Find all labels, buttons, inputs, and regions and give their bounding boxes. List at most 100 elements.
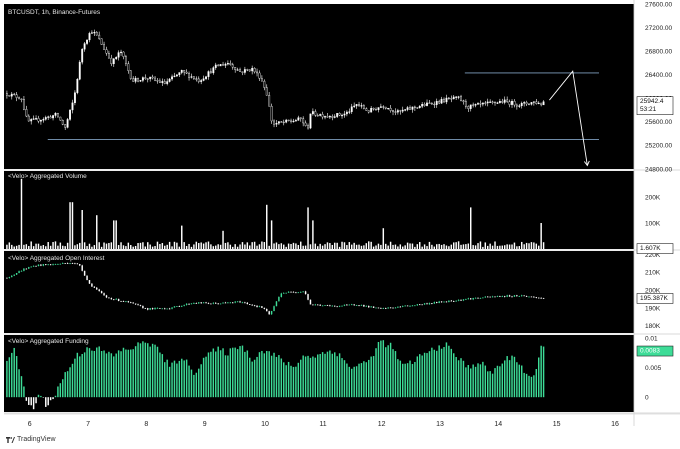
funding-bar bbox=[108, 351, 110, 398]
oi-candle bbox=[42, 264, 45, 266]
funding-bar bbox=[411, 363, 414, 398]
funding-bar bbox=[35, 397, 37, 404]
price-candle bbox=[98, 34, 101, 39]
volume-bar bbox=[137, 243, 139, 249]
price-candle bbox=[535, 101, 538, 104]
volume-bar bbox=[47, 242, 49, 249]
funding-bar bbox=[142, 341, 144, 398]
volume-bar bbox=[222, 230, 224, 249]
oi-candle bbox=[195, 303, 198, 304]
price-candle bbox=[171, 76, 173, 80]
oi-candle bbox=[520, 295, 523, 297]
price-candle bbox=[481, 102, 484, 105]
funding-bar bbox=[15, 356, 18, 398]
funding-bar bbox=[54, 395, 57, 398]
funding-bar bbox=[321, 352, 324, 398]
funding-bar bbox=[542, 346, 545, 398]
oi-candle bbox=[263, 307, 266, 309]
price-last-badge-text: 25942.4 bbox=[640, 98, 664, 105]
volume-bar bbox=[341, 241, 343, 249]
volume-y-tick: 100K bbox=[645, 220, 661, 227]
oi-candle bbox=[117, 298, 120, 301]
price-candle bbox=[525, 102, 528, 105]
right-axis-area bbox=[634, 0, 680, 430]
volume-bar bbox=[156, 241, 159, 249]
price-candle bbox=[229, 63, 232, 65]
volume-bar bbox=[387, 245, 389, 249]
volume-bar bbox=[346, 245, 348, 249]
price-candle bbox=[103, 44, 105, 50]
funding-bar bbox=[229, 348, 232, 398]
volume-bar bbox=[253, 241, 256, 249]
tradingview-logo[interactable]: TradingView bbox=[6, 436, 56, 443]
volume-bar bbox=[290, 244, 292, 249]
funding-bar bbox=[100, 351, 103, 398]
oi-candle bbox=[542, 298, 545, 299]
oi-candle bbox=[513, 295, 516, 297]
funding-bar bbox=[69, 367, 71, 398]
oi-candle bbox=[35, 265, 37, 267]
oi-candle bbox=[232, 302, 234, 304]
funding-bar bbox=[13, 347, 15, 398]
oi-candle bbox=[18, 271, 20, 273]
funding-bar bbox=[326, 351, 329, 398]
volume-bar bbox=[69, 202, 71, 249]
oi-candle bbox=[474, 297, 477, 299]
funding-bar bbox=[205, 356, 207, 398]
price-candle bbox=[486, 101, 489, 104]
price-candle bbox=[66, 119, 69, 128]
price-candle bbox=[270, 106, 273, 122]
price-candle bbox=[474, 104, 477, 106]
volume-bar bbox=[375, 245, 377, 249]
volume-bar bbox=[52, 242, 54, 249]
volume-bar bbox=[314, 243, 317, 249]
price-candle bbox=[367, 110, 370, 113]
price-candle bbox=[530, 102, 533, 105]
funding-bar bbox=[404, 363, 406, 398]
oi-candle bbox=[530, 296, 533, 298]
price-y-tick: 24800.00 bbox=[645, 166, 672, 173]
funding-bar bbox=[52, 397, 54, 400]
volume-bar bbox=[297, 245, 300, 249]
oi-candle bbox=[453, 301, 455, 302]
funding-bar bbox=[533, 375, 535, 398]
funding-y-tick: 0.005 bbox=[645, 365, 662, 372]
funding-bar bbox=[25, 397, 28, 401]
funding-bar bbox=[445, 342, 448, 398]
funding-bar bbox=[49, 397, 52, 401]
price-y-tick: 26800.00 bbox=[645, 48, 672, 55]
funding-bar bbox=[472, 364, 474, 398]
funding-bar bbox=[474, 366, 477, 398]
funding-bar bbox=[244, 351, 246, 398]
oi-candle bbox=[535, 297, 538, 298]
funding-bar bbox=[222, 348, 224, 398]
volume-bar bbox=[523, 244, 525, 249]
oi-candle bbox=[537, 297, 540, 299]
funding-bar bbox=[436, 350, 438, 398]
price-candle bbox=[122, 51, 125, 57]
volume-bar bbox=[470, 207, 472, 249]
price-candle bbox=[443, 98, 445, 103]
funding-bar bbox=[392, 349, 394, 398]
funding-bar bbox=[518, 364, 521, 398]
funding-bar bbox=[309, 357, 312, 398]
price-candle bbox=[183, 70, 186, 73]
volume-bar bbox=[188, 243, 190, 249]
price-candle bbox=[370, 108, 373, 113]
funding-bar bbox=[530, 376, 533, 398]
volume-bar bbox=[321, 245, 324, 249]
price-candle bbox=[32, 118, 35, 120]
oi-candle bbox=[397, 306, 399, 308]
volume-bar bbox=[49, 245, 52, 249]
funding-bar bbox=[470, 368, 472, 398]
price-candle bbox=[59, 116, 62, 121]
volume-bar bbox=[309, 244, 312, 249]
volume-bar bbox=[537, 245, 540, 249]
oi-candle bbox=[183, 304, 185, 306]
oi-candle bbox=[234, 301, 236, 303]
volume-bar bbox=[178, 246, 181, 249]
funding-bar bbox=[460, 358, 462, 398]
volume-bar bbox=[20, 178, 23, 249]
price-candle bbox=[290, 120, 292, 122]
volume-bar bbox=[6, 244, 8, 249]
